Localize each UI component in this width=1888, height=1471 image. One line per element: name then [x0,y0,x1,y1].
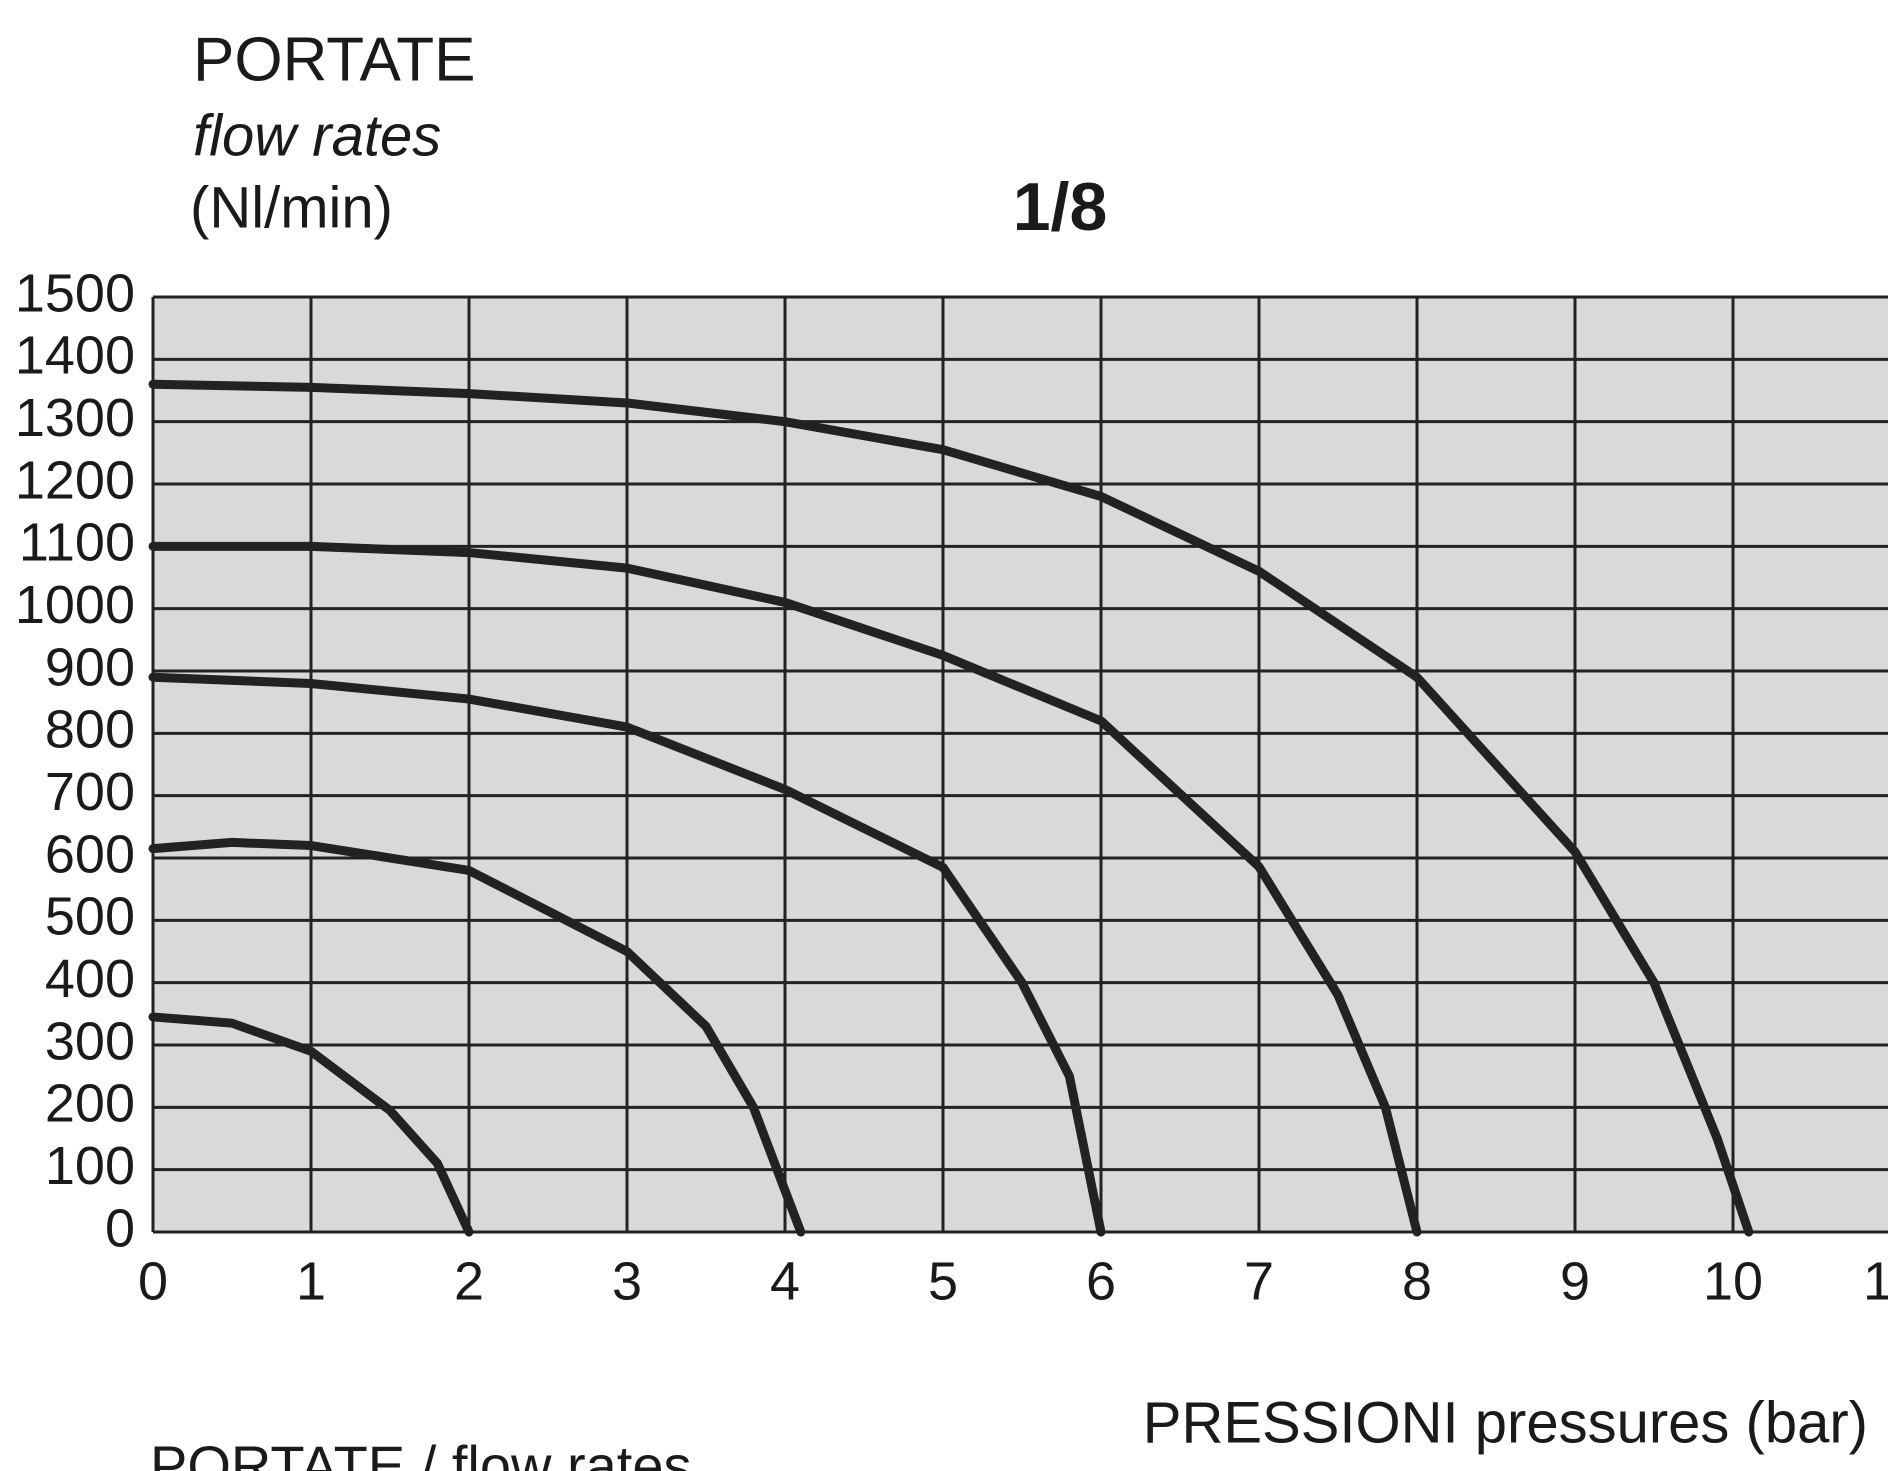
x-tick-label: 0 [138,1251,168,1311]
y-tick-label: 400 [45,949,135,1009]
x-tick-label: 3 [612,1251,642,1311]
flow-curve [148,541,1422,1237]
plot-area [153,297,1888,1232]
x-tick-label: 4 [770,1251,800,1311]
x-axis-label: PRESSIONI pressures (bar) [1143,1390,1868,1455]
y-tick-label: 1200 [15,450,135,510]
y-tick-label: 700 [45,762,135,822]
x-tick-label: 6 [1086,1251,1116,1311]
x-tick-label: 9 [1560,1251,1590,1311]
x-tick-label: 8 [1402,1251,1432,1311]
y-tick-label: 0 [105,1198,135,1258]
y-tick-label: 200 [45,1074,135,1134]
x-tick-label: 10 [1703,1251,1763,1311]
x-tick-label: 7 [1244,1251,1274,1311]
flow-curve [148,672,1106,1237]
y-tick-label: 600 [45,824,135,884]
flow-curve [148,1012,474,1237]
x-tick-label: 1 [296,1251,326,1311]
y-tick-label: 1500 [15,263,135,323]
y-axis-label: (Nl/min) [190,175,393,240]
x-tick-label: 11 [1863,1251,1888,1311]
y-tick-label: 300 [45,1011,135,1071]
chart-title: 1/8 [1013,169,1108,245]
y-tick-label: 800 [45,700,135,760]
y-tick-label: 100 [45,1136,135,1196]
flow-curve [148,837,806,1237]
flow-curve [148,379,1754,1237]
y-axis-label: flow rates [193,103,441,168]
x-tick-label: 5 [928,1251,958,1311]
y-tick-label: 1400 [15,326,135,386]
y-tick-label: 1300 [15,388,135,448]
y-tick-label: 500 [45,887,135,947]
x-tick-label: 2 [454,1251,484,1311]
y-axis-label: PORTATE [193,25,475,94]
annotation: PORTATE / flow rates [150,1434,691,1471]
y-tick-label: 1100 [19,513,135,573]
y-tick-label: 900 [45,637,135,697]
y-tick-label: 1000 [15,575,135,635]
